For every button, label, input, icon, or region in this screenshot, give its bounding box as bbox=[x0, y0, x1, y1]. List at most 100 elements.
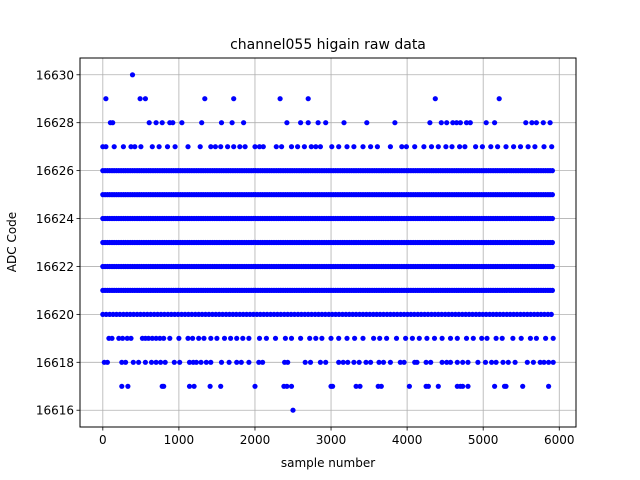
data-point bbox=[414, 359, 420, 365]
data-point bbox=[111, 144, 117, 150]
y-axis-label: ADC Code bbox=[5, 212, 19, 272]
data-point bbox=[218, 359, 225, 365]
data-point bbox=[125, 383, 131, 389]
data-point bbox=[465, 383, 471, 389]
data-point bbox=[454, 359, 460, 365]
data-point bbox=[142, 96, 148, 102]
data-point bbox=[323, 120, 329, 126]
data-point bbox=[428, 359, 434, 365]
data-point bbox=[208, 335, 214, 341]
data-point bbox=[308, 144, 314, 150]
data-point bbox=[380, 359, 387, 365]
x-axis-label: sample number bbox=[281, 456, 375, 470]
data-point bbox=[177, 359, 183, 365]
data-point bbox=[272, 335, 279, 341]
data-point bbox=[161, 383, 167, 389]
data-point bbox=[104, 359, 110, 365]
data-point bbox=[196, 335, 202, 341]
data-point bbox=[116, 335, 122, 341]
data-point bbox=[517, 144, 524, 150]
data-point bbox=[138, 144, 144, 150]
data-point bbox=[256, 144, 263, 150]
data-point bbox=[550, 359, 556, 365]
data-point bbox=[444, 359, 450, 365]
data-point bbox=[241, 120, 247, 126]
data-point bbox=[345, 359, 351, 365]
data-point bbox=[176, 335, 182, 341]
data-point bbox=[503, 383, 509, 389]
data-point bbox=[489, 359, 495, 365]
data-point bbox=[240, 335, 246, 341]
data-point bbox=[214, 335, 220, 341]
data-point bbox=[523, 120, 529, 126]
data-point bbox=[336, 335, 342, 341]
data-point bbox=[377, 335, 383, 341]
data-point bbox=[336, 144, 342, 150]
data-point bbox=[228, 335, 234, 341]
data-point bbox=[218, 120, 225, 126]
data-point bbox=[288, 335, 295, 341]
data-point bbox=[295, 144, 301, 150]
data-point bbox=[454, 335, 460, 341]
y-tick-label: 16626 bbox=[36, 164, 74, 178]
data-point bbox=[120, 335, 126, 341]
data-point bbox=[164, 144, 171, 150]
data-point bbox=[465, 359, 471, 365]
data-point bbox=[149, 144, 155, 150]
data-point bbox=[103, 96, 109, 102]
data-point bbox=[503, 144, 509, 150]
data-point bbox=[203, 359, 209, 365]
data-point bbox=[423, 359, 429, 365]
data-point bbox=[482, 359, 489, 365]
data-point bbox=[344, 335, 350, 341]
data-point bbox=[537, 359, 543, 365]
data-point bbox=[412, 144, 418, 150]
data-point bbox=[145, 335, 152, 341]
data-point bbox=[302, 359, 308, 365]
data-point bbox=[541, 144, 547, 150]
data-point bbox=[252, 144, 258, 150]
data-point bbox=[136, 359, 142, 365]
data-point bbox=[470, 335, 476, 341]
data-point bbox=[387, 144, 393, 150]
data-point bbox=[399, 144, 405, 150]
data-point bbox=[307, 359, 314, 365]
data-point bbox=[336, 359, 342, 365]
data-point bbox=[533, 120, 540, 126]
data-point bbox=[397, 359, 403, 365]
data-point bbox=[360, 335, 366, 341]
data-point bbox=[500, 359, 506, 365]
data-point bbox=[305, 120, 311, 126]
data-point bbox=[137, 96, 143, 102]
data-point bbox=[330, 383, 336, 389]
data-point bbox=[460, 359, 466, 365]
data-point bbox=[357, 383, 363, 389]
data-point bbox=[120, 144, 126, 150]
data-point bbox=[392, 120, 398, 126]
data-point bbox=[231, 144, 237, 150]
data-point bbox=[317, 144, 323, 150]
data-point bbox=[315, 120, 321, 126]
data-point bbox=[313, 335, 319, 341]
data-point bbox=[431, 335, 438, 341]
data-point bbox=[447, 335, 454, 341]
data-point bbox=[473, 144, 479, 150]
data-point bbox=[457, 144, 463, 150]
data-point bbox=[387, 359, 393, 365]
data-point bbox=[495, 144, 501, 150]
data-point bbox=[505, 359, 511, 365]
data-point bbox=[298, 335, 304, 341]
data-point bbox=[371, 335, 377, 341]
data-point bbox=[218, 144, 224, 150]
data-point bbox=[540, 120, 546, 126]
data-point bbox=[130, 359, 136, 365]
data-point bbox=[541, 359, 547, 365]
data-point bbox=[403, 144, 409, 150]
data-point bbox=[234, 335, 240, 341]
data-point bbox=[546, 359, 552, 365]
data-point bbox=[479, 335, 485, 341]
data-point bbox=[368, 359, 374, 365]
data-point bbox=[449, 144, 455, 150]
data-point bbox=[238, 359, 244, 365]
